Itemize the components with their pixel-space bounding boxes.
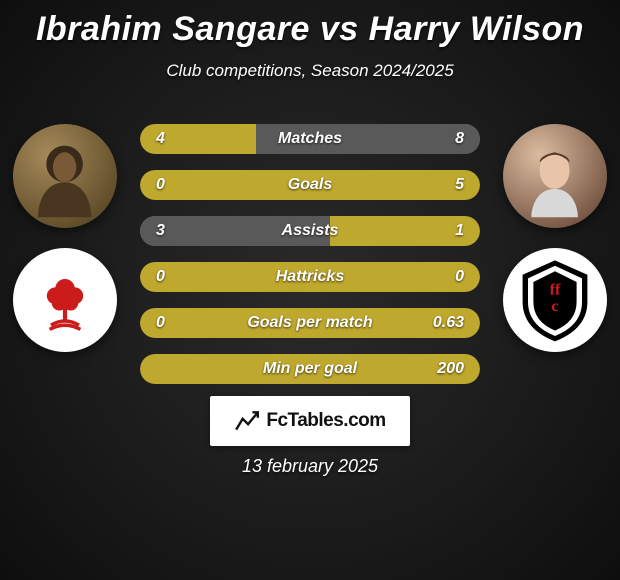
stat-label: Hattricks <box>140 268 480 286</box>
stat-text: 0Goals per match0.63 <box>140 308 480 338</box>
svg-text:ff: ff <box>550 281 561 299</box>
brand-box: FcTables.com <box>210 396 410 446</box>
stat-text: Min per goal200 <box>140 354 480 384</box>
stat-row: 0Goals5 <box>140 170 480 200</box>
comparison-date: 13 february 2025 <box>0 456 620 477</box>
page-subtitle: Club competitions, Season 2024/2025 <box>0 61 620 81</box>
stat-row: Min per goal200 <box>140 354 480 384</box>
player-right-avatar <box>503 124 607 228</box>
brand-name: FcTables.com <box>266 410 385 432</box>
stat-row: 4Matches8 <box>140 124 480 154</box>
stats-panel: 4Matches8 0Goals5 3Assists1 0Hattricks0 0Goa… <box>140 124 480 400</box>
stat-label: Goals <box>140 176 480 194</box>
right-column: ff c <box>500 124 610 352</box>
nottingham-forest-icon <box>30 265 100 335</box>
stat-text: 0Hattricks0 <box>140 262 480 292</box>
comparison-card: Ibrahim Sangare vs Harry Wilson Club com… <box>0 0 620 580</box>
person-icon <box>23 134 106 217</box>
person-icon <box>513 134 596 217</box>
chart-icon <box>234 408 260 434</box>
player-left-avatar <box>13 124 117 228</box>
stat-label: Assists <box>140 222 480 240</box>
stat-row: 3Assists1 <box>140 216 480 246</box>
stat-row: 0Hattricks0 <box>140 262 480 292</box>
page-title: Ibrahim Sangare vs Harry Wilson <box>0 0 620 49</box>
club-right-crest: ff c <box>503 248 607 352</box>
left-column <box>10 124 120 352</box>
stat-text: 4Matches8 <box>140 124 480 154</box>
club-left-crest <box>13 248 117 352</box>
stat-text: 3Assists1 <box>140 216 480 246</box>
stat-label: Goals per match <box>140 314 480 332</box>
stat-label: Min per goal <box>140 360 480 378</box>
stat-text: 0Goals5 <box>140 170 480 200</box>
stat-label: Matches <box>140 130 480 148</box>
fulham-icon: ff c <box>510 255 600 345</box>
stat-row: 0Goals per match0.63 <box>140 308 480 338</box>
svg-text:c: c <box>551 297 558 315</box>
